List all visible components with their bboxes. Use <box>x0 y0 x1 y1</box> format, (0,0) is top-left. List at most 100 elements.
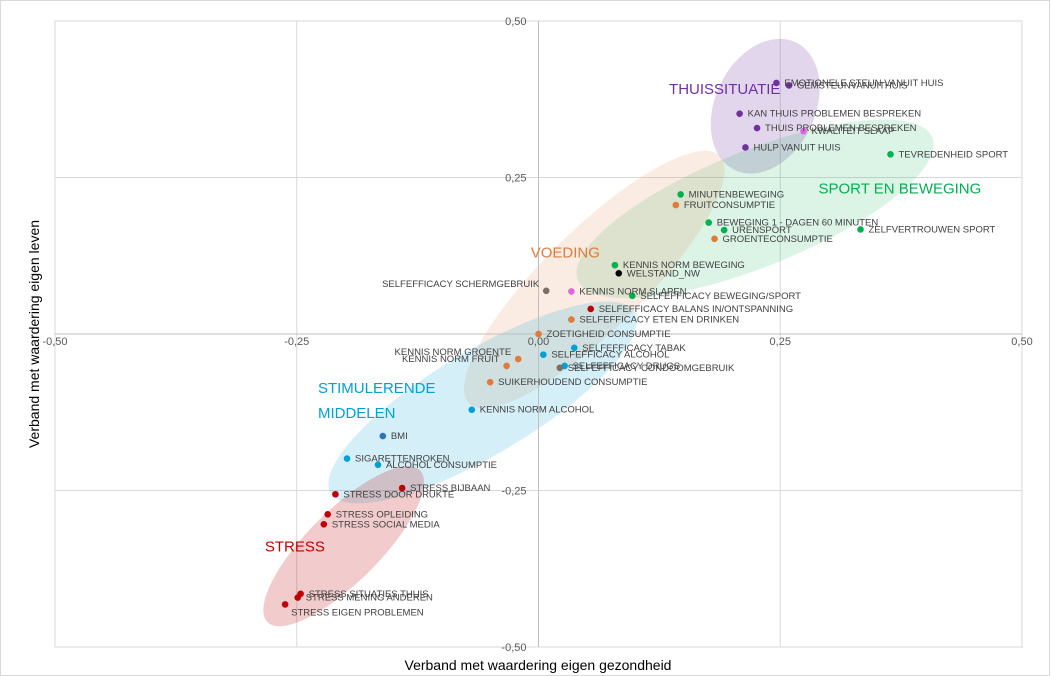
point-label: SUIKERHOUDEND CONSUMPTIE <box>498 377 647 388</box>
x-tick-label: -0,25 <box>284 336 309 348</box>
point-label: KENNIS NORM ALCOHOL <box>480 405 595 416</box>
data-point <box>542 287 550 295</box>
x-tick-labels: -0,50 -0,25 0,00 0,25 0,50 <box>42 336 1032 348</box>
data-point <box>570 344 578 352</box>
y-axis-title: Verband met waardering eigen leven <box>26 220 42 448</box>
data-point <box>800 127 807 135</box>
point-label: STRESS MENING ANDEREN <box>306 593 433 604</box>
point-label: SELFEFFICACY SCHERMGEBRUIK <box>382 279 540 290</box>
y-tick-label: -0,25 <box>501 486 526 498</box>
group-label: MIDDELEN <box>318 405 396 422</box>
data-point <box>324 510 331 518</box>
data-point <box>540 351 547 358</box>
point-label: STRESS SITUATIES THUIS <box>309 589 429 600</box>
data-point <box>742 144 749 151</box>
data-point <box>773 79 780 87</box>
data-point <box>887 151 894 158</box>
data-point <box>615 269 623 277</box>
point-label: KENNIS NORM SLAPEN <box>579 286 686 297</box>
group-label: VOEDING <box>531 244 600 261</box>
point-label: SELFEFFICACY BEWEGING/SPORT <box>640 291 801 302</box>
group-label: SPORT EN BEWEGING <box>819 180 982 197</box>
point-label: STRESS OPLEIDING <box>336 509 428 520</box>
point-label: KENNIS NORM BEWEGING <box>623 260 745 271</box>
thuissituatie-ellipse <box>710 38 820 174</box>
data-point <box>332 490 339 498</box>
point-label: HULP VANUIT HUIS <box>753 142 840 153</box>
data-point <box>736 110 743 117</box>
x-tick-label: 0,25 <box>770 336 791 348</box>
data-points <box>281 79 894 608</box>
data-point <box>705 219 712 226</box>
data-point <box>611 261 619 269</box>
group-label: STRESS <box>265 538 325 555</box>
voeding-ellipse <box>463 150 725 409</box>
point-label: GEMSTEUNVANUITHUIS <box>797 80 908 91</box>
point-label: SELFEFFICACY CONDOOMGEBRUIK <box>568 363 735 374</box>
x-tick-label: 0,50 <box>1011 336 1032 348</box>
data-point <box>785 82 793 89</box>
point-label: SELFEFFICACY DRUGS <box>573 361 681 372</box>
sport-ellipse <box>576 119 934 299</box>
point-label: MINUTENBEWEGING <box>689 189 785 200</box>
data-point <box>468 406 476 414</box>
point-label: STRESS SOCIAL MEDIA <box>332 519 441 530</box>
data-point <box>672 201 680 209</box>
point-label: ZOETIGHEID CONSUMPTIE <box>547 329 671 340</box>
point-label: BMI <box>391 431 408 442</box>
data-point <box>503 362 510 370</box>
y-tick-label: 0,50 <box>505 16 526 28</box>
data-point <box>374 461 382 469</box>
stress-ellipse <box>263 466 424 627</box>
x-tick-label: -0,50 <box>42 336 67 348</box>
x-tick-label: 0,00 <box>528 336 549 348</box>
point-label: SELFEFFICACY TABAK <box>582 343 686 354</box>
point-label: TEVREDENHEID SPORT <box>898 149 1008 160</box>
data-point <box>677 191 684 198</box>
data-point <box>753 124 761 132</box>
point-label: FRUITCONSUMPTIE <box>684 200 775 211</box>
group-ellipses <box>263 38 934 627</box>
point-label: KENNIS NORM GROENTE <box>395 347 512 358</box>
x-axis-title: Verband met waardering eigen gezondheid <box>405 657 672 673</box>
data-point <box>379 432 387 440</box>
data-point <box>535 330 542 338</box>
data-point <box>568 288 575 295</box>
point-label: KAN THUIS PROBLEMEN BESPREKEN <box>748 109 922 120</box>
point-label: KWALITEIT SLAAP <box>811 126 894 137</box>
point-labels: EMOTIONELE STEUN VANUIT HUISGEMSTEUNVANU… <box>291 78 1008 618</box>
data-point <box>556 364 564 372</box>
point-label: URENSPORT <box>732 225 792 236</box>
data-point <box>320 521 328 528</box>
point-label: SELFEFFICACY BALANS IN/ONTSPANNING <box>599 304 793 315</box>
point-label: BEWEGING 1 - DAGEN 60 MINUTEN <box>717 218 879 229</box>
y-tick-label: 0,25 <box>505 173 526 185</box>
point-label: SIGARETTENROKEN <box>355 454 450 465</box>
data-point <box>294 594 302 601</box>
point-label: GROENTECONSUMPTIE <box>722 234 832 245</box>
point-label: STRESS EIGEN PROBLEMEN <box>291 607 424 618</box>
data-point <box>857 226 864 233</box>
point-label: STRESS DOOR DRUKTE <box>343 489 454 500</box>
data-point <box>281 601 289 608</box>
stimulerend-ellipse <box>328 301 637 504</box>
group-label: STIMULERENDE <box>318 380 436 397</box>
data-point <box>568 316 575 323</box>
point-label: WELSTAND_NW <box>627 268 700 279</box>
point-label: THUIS PROBLEMEN BESPREKEN <box>765 123 917 134</box>
data-point <box>343 455 351 462</box>
point-label: ALCOHOL CONSUMPTIE <box>386 460 497 471</box>
data-point <box>587 305 595 313</box>
point-label: ZELFVERTROUWEN SPORT <box>869 224 996 235</box>
group-label: THUISSITUATIE <box>669 81 780 98</box>
y-tick-labels: -0,50 -0,25 0,25 0,50 <box>501 16 526 654</box>
point-label: STRESS BIJBAAN <box>410 483 490 494</box>
data-point <box>720 226 728 234</box>
data-point <box>486 378 494 386</box>
point-label: SELFEFFICACY ETEN EN DRINKEN <box>579 315 739 326</box>
y-tick-label: -0,50 <box>501 642 526 654</box>
data-point <box>711 235 718 243</box>
data-point <box>628 292 636 300</box>
point-label: SELFEFFICACY ALCOHOL <box>551 350 669 361</box>
